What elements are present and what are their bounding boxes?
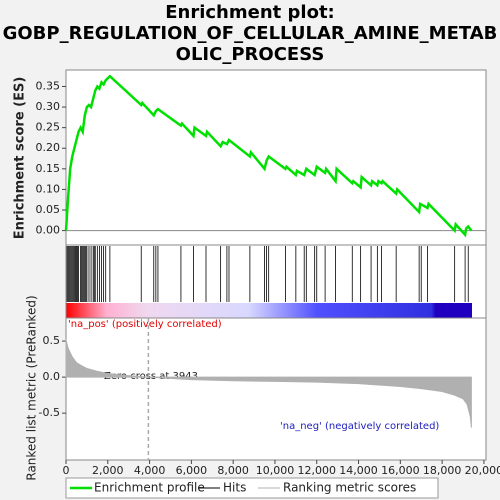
color-bar xyxy=(66,303,472,318)
x-tick-label: 18,000 xyxy=(423,464,462,477)
y-tick-label: 0.15 xyxy=(36,162,61,175)
y-tick-label: 0.5 xyxy=(43,334,61,347)
legend-label: Enrichment profile xyxy=(94,481,205,495)
y-axis-label: Ranked list metric (PreRanked) xyxy=(25,295,39,480)
x-tick-label: 8,000 xyxy=(217,464,249,477)
metric-frame xyxy=(65,317,487,461)
y-tick-label: 0.0 xyxy=(43,370,61,383)
y-tick-label: 0.20 xyxy=(36,141,61,154)
x-tick-label: 12,000 xyxy=(297,464,336,477)
title-line: GOBP_REGULATION_OF_CELLULAR_AMINE_METAB xyxy=(3,23,498,44)
y-tick-label: 0.30 xyxy=(36,100,61,113)
x-tick-label: 2,000 xyxy=(92,464,124,477)
pos-label: 'na_pos' (positively correlated) xyxy=(68,319,222,330)
x-tick-label: 10,000 xyxy=(256,464,295,477)
ranking-metric xyxy=(65,339,472,428)
x-tick-label: 14,000 xyxy=(339,464,378,477)
x-tick-label: 16,000 xyxy=(381,464,420,477)
y-tick-label: 0.35 xyxy=(36,79,61,92)
legend-label: Ranking metric scores xyxy=(283,481,416,495)
y-tick-label: 0.05 xyxy=(36,203,61,216)
y-tick-label: 0.25 xyxy=(36,121,61,134)
enrichment-profile xyxy=(64,74,473,238)
y-tick-label: 0.00 xyxy=(36,224,61,237)
plot-background xyxy=(66,70,486,460)
x-tick-label: 6,000 xyxy=(176,464,208,477)
neg-label: 'na_neg' (negatively correlated) xyxy=(280,421,439,432)
y-tick-label: -0.5 xyxy=(39,406,60,419)
title-line: OLIC_PROCESS xyxy=(176,44,325,65)
x-tick-label: 0 xyxy=(63,464,70,477)
y-tick-label: 0.10 xyxy=(36,182,61,195)
legend-label: Hits xyxy=(223,481,246,495)
x-tick-label: 20,000 xyxy=(465,464,500,477)
y-axis-label: Enrichment score (ES) xyxy=(13,77,28,240)
x-tick-label: 4,000 xyxy=(134,464,166,477)
zero-cross-label: Zero cross at 3943 xyxy=(104,371,198,382)
title-line: Enrichment plot: xyxy=(165,2,335,23)
legend-box xyxy=(65,477,439,499)
